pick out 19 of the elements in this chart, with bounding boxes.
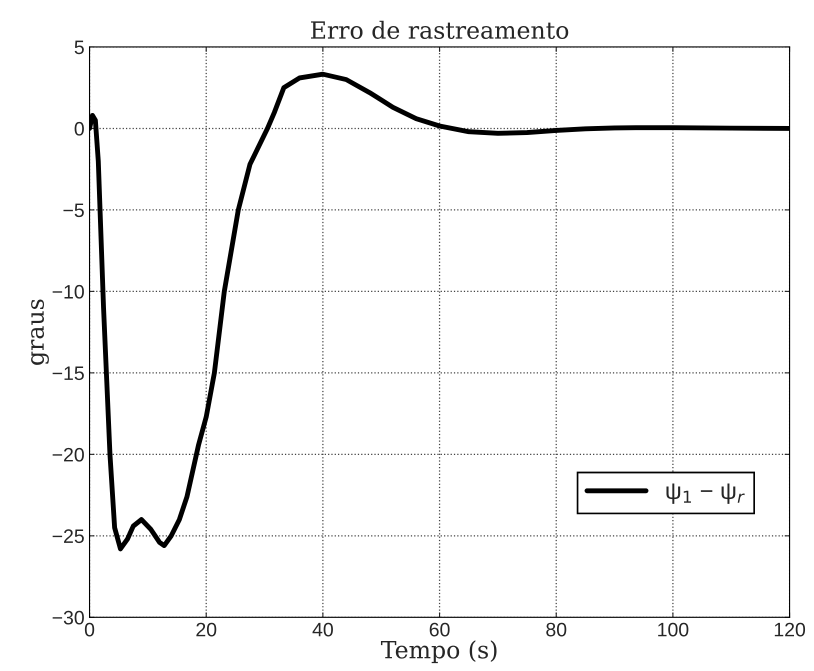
y-tick-label: −25: [52, 529, 84, 544]
y-tick-label: −5: [63, 204, 84, 218]
y-tick-label: 0: [74, 122, 84, 136]
legend-label: ψ$_{1}$ − ψ$_{r}$: [666, 483, 745, 504]
x-tick-label: 80: [546, 622, 566, 636]
y-tick-label: 5: [74, 40, 84, 54]
x-tick-label: 0: [84, 622, 94, 636]
x-tick-label: 120: [774, 622, 806, 636]
y-tick-label: −15: [52, 366, 84, 380]
y-tick-label: −10: [52, 284, 84, 299]
x-tick-label: 60: [430, 622, 450, 636]
chart-title: Erro de rastreamento: [311, 20, 568, 39]
x-tick-label: 20: [196, 622, 216, 636]
y-tick-label: −20: [52, 448, 84, 462]
y-tick-label: −30: [52, 610, 84, 625]
y-axis-title: graus: [31, 299, 49, 365]
x-tick-label: 40: [312, 622, 333, 636]
x-axis-title: Tempo (s): [380, 640, 497, 664]
x-tick-label: 100: [658, 622, 688, 636]
